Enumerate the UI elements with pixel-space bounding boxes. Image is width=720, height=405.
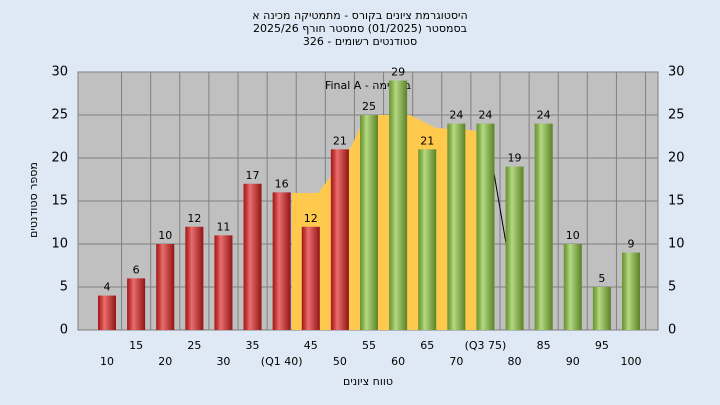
value-label: 4 [104,281,111,294]
value-label: 10 [566,229,580,242]
bar-shade [389,80,408,330]
value-label: 16 [275,177,289,190]
y-tick-label: 20 [51,151,68,166]
y-tick-label: 15 [51,194,68,209]
y-axis-label: מספר סטודנטים [27,162,40,238]
x-tick-label: 45 [304,339,318,352]
x-tick-label: 35 [246,339,260,352]
x-tick-label: (Q1 40) [261,355,303,368]
x-tick-label: 20 [158,355,172,368]
chart-subtitle: בסמסטר (01/2025) סמסטר חורף 2025/26 [253,22,467,35]
x-tick-label: 80 [508,355,522,368]
x-tick-label: 15 [129,339,143,352]
x-tick-label: 95 [595,339,609,352]
x-tick-label: 85 [537,339,551,352]
y-tick-label-right: 10 [668,237,685,252]
value-label: 24 [449,109,463,122]
y-tick-label-right: 20 [668,151,685,166]
bar-shade [330,149,349,330]
bar-shade [156,244,175,330]
y-tick-label-right: 15 [668,194,685,209]
bar-shade [272,192,291,330]
value-label: 19 [508,152,522,165]
x-tick-label: 10 [100,355,114,368]
bar-shade [127,278,146,330]
x-tick-label: 100 [621,355,642,368]
value-label: 24 [478,109,492,122]
y-tick-label-right: 5 [668,280,676,295]
bar-shade [476,123,495,330]
bar-shade [243,183,262,330]
bar-shade [418,149,437,330]
value-label: 29 [391,66,405,79]
bar-shade [622,252,640,330]
y-tick-label: 10 [51,237,68,252]
x-tick-label: 65 [420,339,434,352]
x-tick-label: 60 [391,355,405,368]
x-tick-label: 50 [333,355,347,368]
y-tick-label-right: 30 [668,65,685,80]
chart-title: היסטוגרמת ציונים בקורס - מתמטיקה מכינה א [252,9,467,22]
value-label: 25 [362,100,376,113]
bar-shade [592,287,611,330]
bar-shade [214,235,233,330]
x-tick-label: 30 [216,355,230,368]
y-tick-label: 30 [51,65,68,80]
value-label: 17 [246,169,260,182]
value-label: 11 [216,220,230,233]
bar-shade [98,295,116,330]
y-tick-label: 0 [60,323,68,338]
x-tick-label: 25 [187,339,201,352]
value-label: 12 [187,212,201,225]
bar-shade [360,115,378,330]
bar-shade [185,226,204,330]
value-label: 21 [420,134,434,147]
x-tick-label: (Q3 75) [465,339,507,352]
y-tick-label-right: 25 [668,108,685,123]
value-label: 24 [537,109,551,122]
value-label: 12 [304,212,318,225]
chart-subtitle: סטודנטים רשומים - 326 [303,35,417,48]
value-label: 5 [598,272,605,285]
y-tick-label-right: 0 [668,323,676,338]
x-axis-label: טווח ציונים [343,375,393,388]
bar-shade [534,123,553,330]
bar-shade [447,123,466,330]
y-tick-label: 25 [51,108,68,123]
x-tick-label: 90 [566,355,580,368]
value-label: 10 [158,229,172,242]
bar-shade [563,244,582,330]
value-label: 21 [333,134,347,147]
x-tick-label: 55 [362,339,376,352]
x-tick-label: 70 [449,355,463,368]
y-tick-label: 5 [60,280,68,295]
bar-shade [301,226,320,330]
value-label: 6 [133,263,140,276]
value-label: 9 [628,238,635,251]
bar-shade [505,166,524,330]
